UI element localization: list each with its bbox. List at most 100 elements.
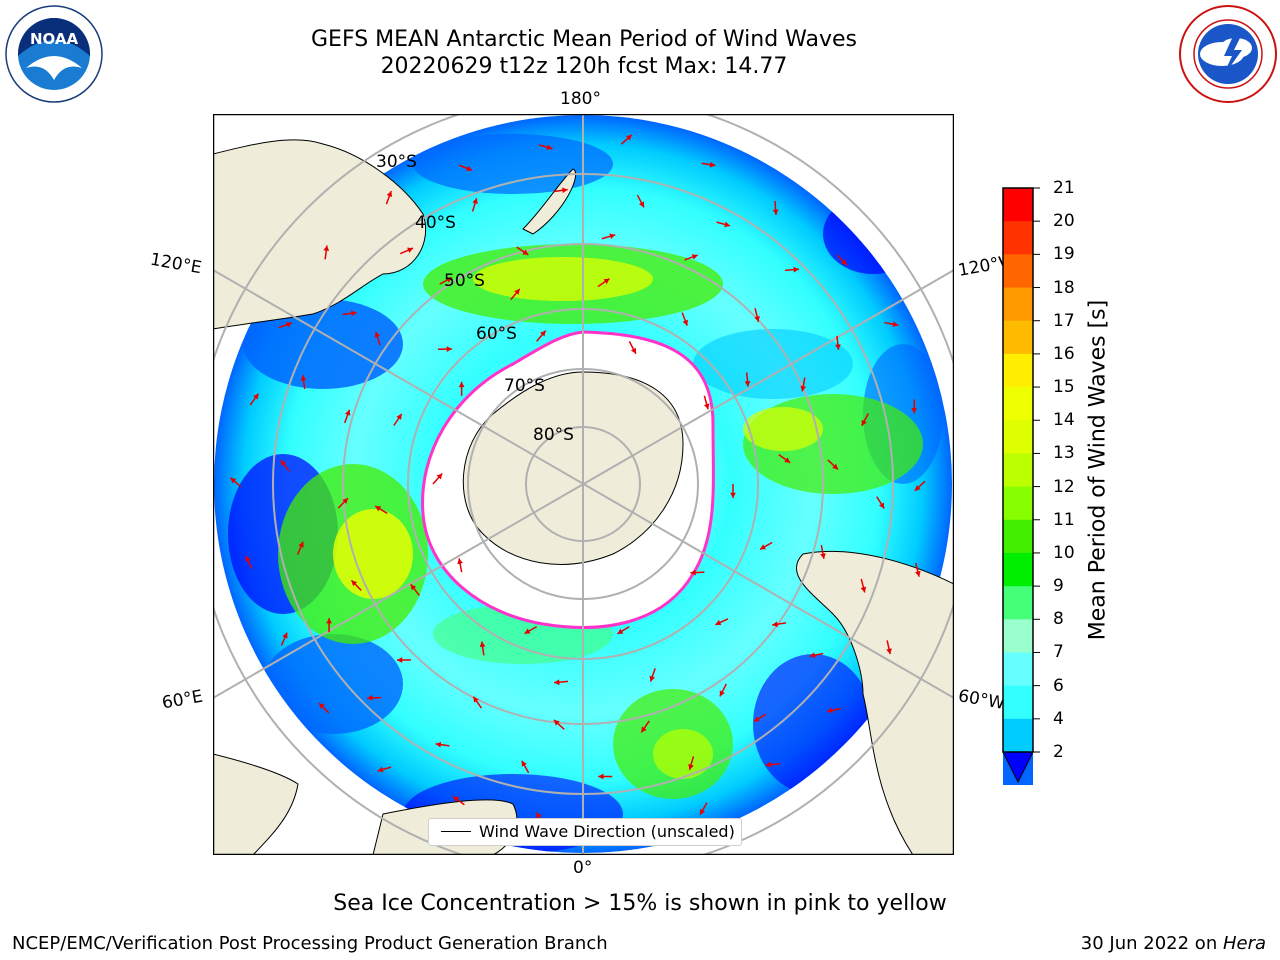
colorbar-label: Mean Period of Wind Waves [s] xyxy=(1085,299,1111,641)
colorbar-block xyxy=(1003,221,1033,255)
wind-wave-arrowhead xyxy=(699,808,706,815)
lat-label-50s: 50°S xyxy=(444,271,485,291)
wind-wave-arrowhead xyxy=(835,344,841,350)
colorbar-tick-label: 11 xyxy=(1053,509,1075,530)
wind-wave-arrowhead xyxy=(473,696,479,703)
wind-wave-arrowhead xyxy=(915,570,921,577)
wind-wave-arrowhead xyxy=(453,796,460,802)
wind-wave-arrowhead xyxy=(457,558,463,565)
wind-wave-arrowhead xyxy=(282,632,288,639)
colorbar-tick-label: 18 xyxy=(1053,277,1075,298)
colorbar-block xyxy=(1003,420,1033,454)
lat-label-40s: 40°S xyxy=(415,213,456,233)
noaa-logo-text: NOAA xyxy=(30,30,79,48)
colorbar-block xyxy=(1003,387,1033,421)
map-legend: Wind Wave Direction (unscaled) xyxy=(428,818,742,846)
colorbar-block xyxy=(1003,320,1033,355)
wind-wave-arrowhead xyxy=(472,198,478,205)
wind-wave-arrowhead xyxy=(649,675,655,682)
wind-wave-arrowhead xyxy=(524,628,531,634)
wind-wave-arrowhead xyxy=(772,209,779,215)
wind-wave-arrowhead xyxy=(793,266,799,273)
colorbar-tick-label: 7 xyxy=(1053,642,1064,663)
wind-wave-arrowhead xyxy=(318,703,325,709)
sea-ice-note: Sea Ice Concentration > 15% is shown in … xyxy=(333,891,947,916)
colorbar-tick-label: 9 xyxy=(1053,576,1064,597)
wind-wave-arrowhead xyxy=(436,473,443,480)
footer-host: Hera xyxy=(1222,933,1266,954)
wind-wave-arrowhead xyxy=(446,346,452,352)
chart-title: GEFS MEAN Antarctic Mean Period of Wind … xyxy=(311,27,857,52)
wind-wave-arrowhead xyxy=(253,393,259,400)
colorbar-tick-label: 21 xyxy=(1053,178,1075,198)
land-south-america xyxy=(796,550,954,855)
wind-wave-arrowhead xyxy=(280,460,287,467)
wind-wave-arrowhead xyxy=(759,544,766,550)
colorbar-block xyxy=(1003,353,1033,388)
wind-wave-arrowhead xyxy=(386,191,393,197)
lon-label-180: 180° xyxy=(560,89,601,109)
wind-wave-arrowhead xyxy=(479,641,486,648)
colorbar-tick-label: 8 xyxy=(1053,609,1064,630)
colorbar-tick-label: 4 xyxy=(1053,708,1064,729)
wind-wave-arrowhead xyxy=(351,310,357,317)
wind-wave-arrowhead xyxy=(230,477,237,484)
wind-wave-arrowhead xyxy=(784,457,791,463)
colorbar-block xyxy=(1003,519,1033,554)
wind-wave-arrowhead xyxy=(772,621,778,628)
wind-wave-arrowhead xyxy=(396,413,402,420)
wind-wave-arrowhead xyxy=(730,492,736,498)
wind-wave-arrowhead xyxy=(342,498,348,504)
colorbar-block xyxy=(1003,552,1033,587)
graticule xyxy=(213,114,954,855)
wind-wave-arrowhead xyxy=(245,555,251,562)
wind-wave-arrowhead xyxy=(546,144,553,151)
wind-wave-arrowhead xyxy=(466,165,473,172)
wind-wave-arrowhead xyxy=(435,741,442,748)
wind-wave-arrowhead xyxy=(377,766,384,773)
wind-wave-arrowhead xyxy=(625,134,632,141)
colorbar-block xyxy=(1003,486,1033,521)
wind-wave-arrowhead xyxy=(375,506,382,512)
colorbar-tick-label: 2 xyxy=(1053,742,1064,762)
wind-wave-arrowhead xyxy=(609,233,616,240)
wind-wave-arrowhead xyxy=(298,541,304,548)
wind-wave-arrowhead xyxy=(522,249,529,255)
colorbar-tick-label: 16 xyxy=(1053,343,1075,364)
wind-wave-arrowhead xyxy=(458,381,465,388)
wind-wave-arrowhead xyxy=(446,277,453,283)
colorbar-tick-label: 13 xyxy=(1053,443,1075,464)
wind-wave-arrowhead xyxy=(878,502,885,509)
colorbar-block xyxy=(1003,254,1033,289)
colorbar-block xyxy=(1003,586,1033,620)
wind-wave-arrowhead xyxy=(914,485,921,491)
lon-label-60e: 60°E xyxy=(160,686,205,714)
wind-wave-arrowhead xyxy=(886,648,892,655)
wind-wave-arrowhead xyxy=(300,375,307,381)
colorbar-block xyxy=(1003,188,1033,222)
wind-wave-arrowhead xyxy=(861,419,867,426)
legend-label: Wind Wave Direction (unscaled) xyxy=(479,822,735,841)
wind-wave-arrowhead xyxy=(690,569,696,576)
wind-wave-arrowhead xyxy=(715,619,722,626)
legend-line-sample xyxy=(441,831,471,832)
wind-wave-arrowhead xyxy=(827,707,833,714)
colorbar-tick-label: 12 xyxy=(1053,476,1075,497)
wind-wave-arrowhead xyxy=(407,247,414,253)
wind-wave-arrowhead xyxy=(753,716,760,722)
wind-wave-arrowhead xyxy=(860,586,867,593)
wind-wave-arrowhead xyxy=(367,695,373,701)
wind-wave-arrowhead xyxy=(703,403,710,410)
wind-wave-arrowhead xyxy=(682,319,688,326)
wind-wave-arrows xyxy=(229,134,926,832)
lat-label-80s: 80°S xyxy=(533,425,574,445)
wind-wave-arrowhead xyxy=(638,201,645,208)
wind-wave-arrowhead xyxy=(724,221,731,228)
wind-wave-arrowhead xyxy=(553,719,560,726)
wind-wave-arrowhead xyxy=(719,690,725,697)
wind-wave-arrowhead xyxy=(911,408,918,414)
lat-label-60s: 60°S xyxy=(476,324,517,344)
land-africa xyxy=(213,753,299,855)
wind-wave-arrowhead xyxy=(892,321,899,328)
wind-wave-arrowhead xyxy=(326,618,332,624)
